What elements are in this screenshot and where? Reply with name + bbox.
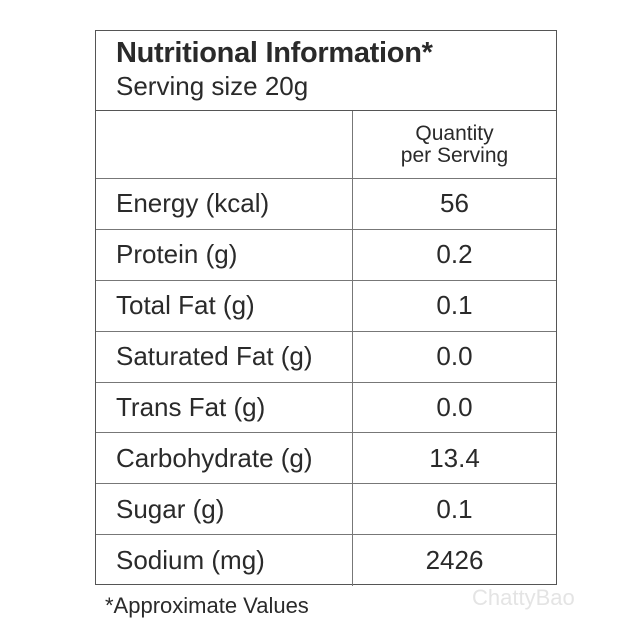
nutrient-value: 2426	[425, 545, 484, 576]
nutrient-value: 0.0	[436, 341, 473, 372]
column-header-line: Quantity	[415, 121, 494, 145]
nutrient-label: Energy (kcal)	[96, 179, 353, 229]
title: Nutritional Information*	[116, 37, 433, 69]
nutrient-label: Carbohydrate (g)	[96, 433, 353, 484]
footnote: *Approximate Values	[105, 593, 309, 618]
nutrient-label: Sugar (g)	[96, 484, 353, 535]
empty-cell	[96, 111, 353, 178]
nutrient-label: Saturated Fat (g)	[96, 331, 353, 382]
table-row: Sugar (g) 0.1	[96, 484, 556, 536]
table-row: Trans Fat (g) 0.0	[96, 382, 556, 434]
table-row: Saturated Fat (g) 0.0	[96, 331, 556, 383]
table-row: Protein (g) 0.2	[96, 229, 556, 281]
subtitle: Serving size 20g	[116, 71, 309, 101]
table-row: Carbohydrate (g) 13.4	[96, 433, 556, 485]
nutrient-value: 0.0	[436, 391, 473, 422]
nutrient-label: Protein (g)	[96, 229, 353, 280]
column-header: Quantity per Serving	[353, 111, 556, 178]
column-header-row: Quantity per Serving	[96, 111, 556, 179]
table-row: Sodium (mg) 2426	[96, 535, 556, 586]
table-row: Total Fat (g) 0.1	[96, 280, 556, 332]
nutrient-label: Sodium (mg)	[96, 535, 353, 586]
table-header: Nutritional Information* Serving size 20…	[96, 31, 556, 111]
column-header-line: per Serving	[400, 143, 509, 167]
nutrient-label: Total Fat (g)	[96, 280, 353, 331]
watermark: ChattyBao	[472, 585, 575, 610]
nutrient-value: 0.2	[436, 239, 473, 270]
nutrient-value: 13.4	[429, 442, 480, 473]
nutrient-value: 0.1	[436, 290, 473, 321]
nutrient-value: 56	[440, 188, 469, 219]
nutrition-table: Nutritional Information* Serving size 20…	[95, 30, 557, 586]
table-row: Energy (kcal) 56	[96, 179, 556, 230]
nutrient-label: Trans Fat (g)	[96, 382, 353, 433]
nutrient-value: 0.1	[436, 493, 473, 524]
